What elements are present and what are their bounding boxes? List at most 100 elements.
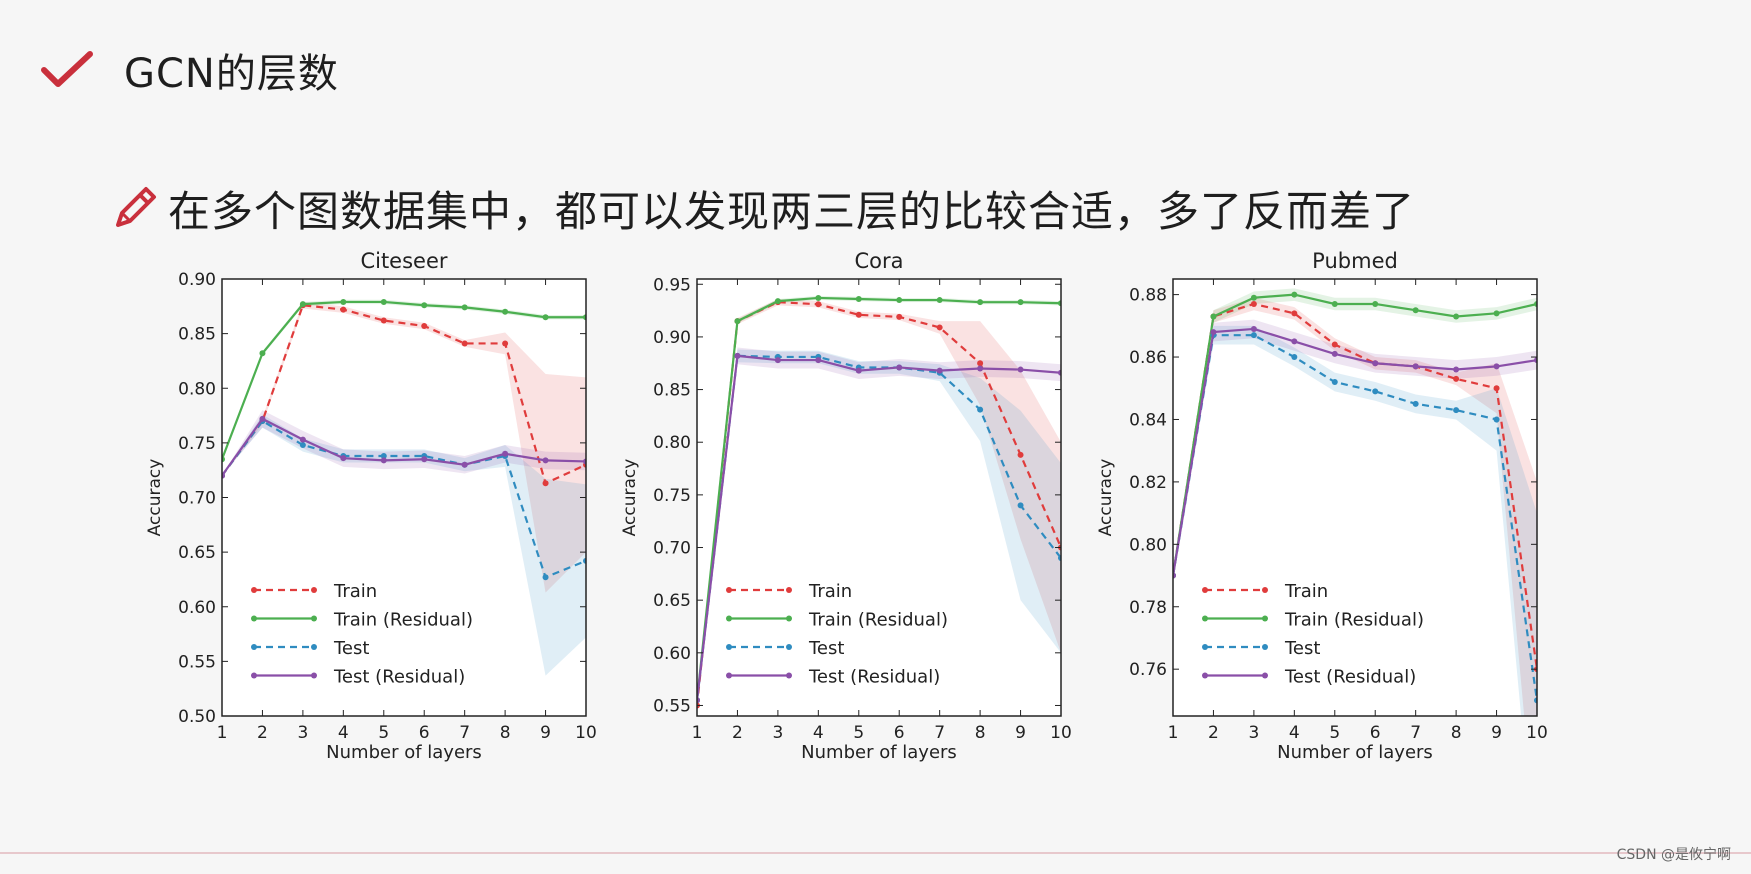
data-point-test_res — [502, 450, 509, 457]
x-tick-label: 6 — [1370, 723, 1381, 743]
x-tick-label: 10 — [575, 723, 597, 743]
chart-pubmed: 1 2 3 4 5 6 7 8 9 10 0.76 0.78 0.80 0.82 0.84 0.86 0.88 P… — [1096, 249, 1548, 763]
data-point-test — [1493, 416, 1500, 423]
data-point-test_res — [299, 436, 306, 443]
y-tick-label: 0.78 — [1129, 598, 1167, 618]
legend-label: Test (Residual) — [808, 667, 940, 688]
data-point-test_res — [1331, 350, 1338, 357]
x-tick-label: 10 — [1526, 723, 1548, 743]
bullet-row: 在多个图数据集中，都可以发现两三层的比较合适，多了反而差了 — [110, 178, 1415, 238]
title-row: GCN的层数 — [40, 40, 339, 100]
series-line-test — [222, 419, 586, 579]
x-tick-label: 7 — [1410, 723, 1421, 743]
legend-marker — [251, 644, 257, 650]
data-point-train — [1017, 451, 1024, 458]
data-point-test_res — [380, 457, 387, 464]
legend-marker — [1202, 587, 1208, 593]
data-point-test_res — [1291, 338, 1298, 345]
data-point-train_res — [340, 298, 347, 305]
chart-title: Citeseer — [360, 249, 447, 273]
data-point-test_res — [461, 461, 468, 468]
y-tick-label: 0.60 — [178, 598, 216, 618]
data-point-test_res — [1412, 363, 1419, 370]
plot-content — [697, 294, 1061, 709]
x-tick-label: 5 — [1329, 723, 1340, 743]
y-tick-label: 0.85 — [178, 325, 216, 345]
data-point-test — [1412, 400, 1419, 407]
legend-marker — [311, 615, 317, 622]
y-tick-label: 0.55 — [653, 696, 691, 716]
data-point-test_res — [1453, 366, 1460, 373]
data-point-train_res — [1250, 294, 1257, 301]
x-tick-label: 2 — [257, 723, 268, 743]
data-point-train — [1250, 300, 1257, 307]
watermark: CSDN @是攸宁啊 — [1616, 847, 1731, 863]
legend-marker — [726, 672, 732, 679]
x-tick-label: 4 — [338, 723, 349, 743]
y-tick-label: 0.86 — [1129, 348, 1167, 368]
y-tick-label: 0.70 — [178, 489, 216, 509]
data-point-train_res — [774, 298, 781, 305]
legend-marker — [1262, 644, 1268, 650]
x-tick-label: 1 — [217, 723, 228, 743]
data-point-train_res — [1372, 300, 1379, 307]
x-tick-label: 2 — [1208, 723, 1219, 743]
y-tick-label: 0.50 — [178, 707, 216, 727]
chart-title: Pubmed — [1312, 249, 1398, 273]
legend-marker — [251, 672, 257, 679]
data-point-test_res — [774, 357, 781, 364]
y-tick-label: 0.80 — [178, 379, 216, 399]
data-point-train — [1331, 341, 1338, 348]
divider — [0, 852, 1751, 854]
y-tick-label: 0.84 — [1129, 410, 1167, 430]
legend-marker — [311, 672, 317, 679]
x-tick-label: 3 — [772, 723, 783, 743]
y-tick-label: 0.55 — [178, 652, 216, 672]
y-axis-label: Accuracy — [145, 459, 165, 537]
data-point-test_res — [1210, 329, 1217, 336]
data-point-train — [502, 340, 509, 347]
legend-marker — [1202, 644, 1208, 650]
data-point-train_res — [1017, 299, 1024, 306]
checkmark-icon — [41, 51, 93, 87]
chart-title: Cora — [854, 249, 903, 273]
data-point-test — [977, 406, 984, 413]
plot-frame — [1172, 278, 1538, 717]
data-point-train_res — [259, 350, 266, 357]
data-point-test — [380, 452, 387, 459]
series-line-test_res — [222, 417, 586, 477]
legend-label: Train (Residual) — [1284, 610, 1424, 631]
legend-label: Train (Residual) — [333, 610, 473, 631]
data-point-train — [542, 480, 549, 487]
y-tick-label: 0.65 — [653, 591, 691, 611]
legend-marker — [1262, 587, 1268, 593]
x-tick-label: 6 — [419, 723, 430, 743]
y-tick-label: 0.60 — [653, 644, 691, 664]
y-tick-label: 0.82 — [1129, 473, 1167, 493]
data-point-train_res — [502, 308, 509, 315]
y-tick-label: 0.95 — [653, 275, 691, 295]
data-point-train — [340, 306, 347, 313]
legend-marker — [311, 644, 317, 650]
x-tick-label: 7 — [934, 723, 945, 743]
data-point-test_res — [1493, 363, 1500, 370]
x-tick-label: 8 — [500, 723, 511, 743]
series-line-train — [1173, 302, 1537, 670]
data-point-train — [815, 301, 822, 308]
legend-label: Test — [808, 638, 844, 659]
legend-marker — [786, 672, 792, 679]
data-point-train_res — [299, 301, 306, 308]
x-axis-label: Number of layers — [326, 742, 482, 763]
y-tick-label: 0.76 — [1129, 660, 1167, 680]
data-point-test_res — [1250, 325, 1257, 332]
plot-area — [1173, 279, 1537, 716]
data-point-test_res — [259, 415, 266, 422]
band-test — [1173, 325, 1537, 716]
chart-cora: 1 2 3 4 5 6 7 8 9 10 0.55 0.60 0.65 0.70 0.75 0.80 0.85 0… — [620, 249, 1072, 763]
series-line-test_res — [1173, 327, 1537, 576]
legend-label: Train — [1284, 581, 1328, 602]
data-point-test — [1250, 332, 1257, 339]
y-tick-label: 0.80 — [1129, 535, 1167, 555]
data-point-test_res — [855, 367, 862, 374]
x-tick-label: 4 — [813, 723, 824, 743]
